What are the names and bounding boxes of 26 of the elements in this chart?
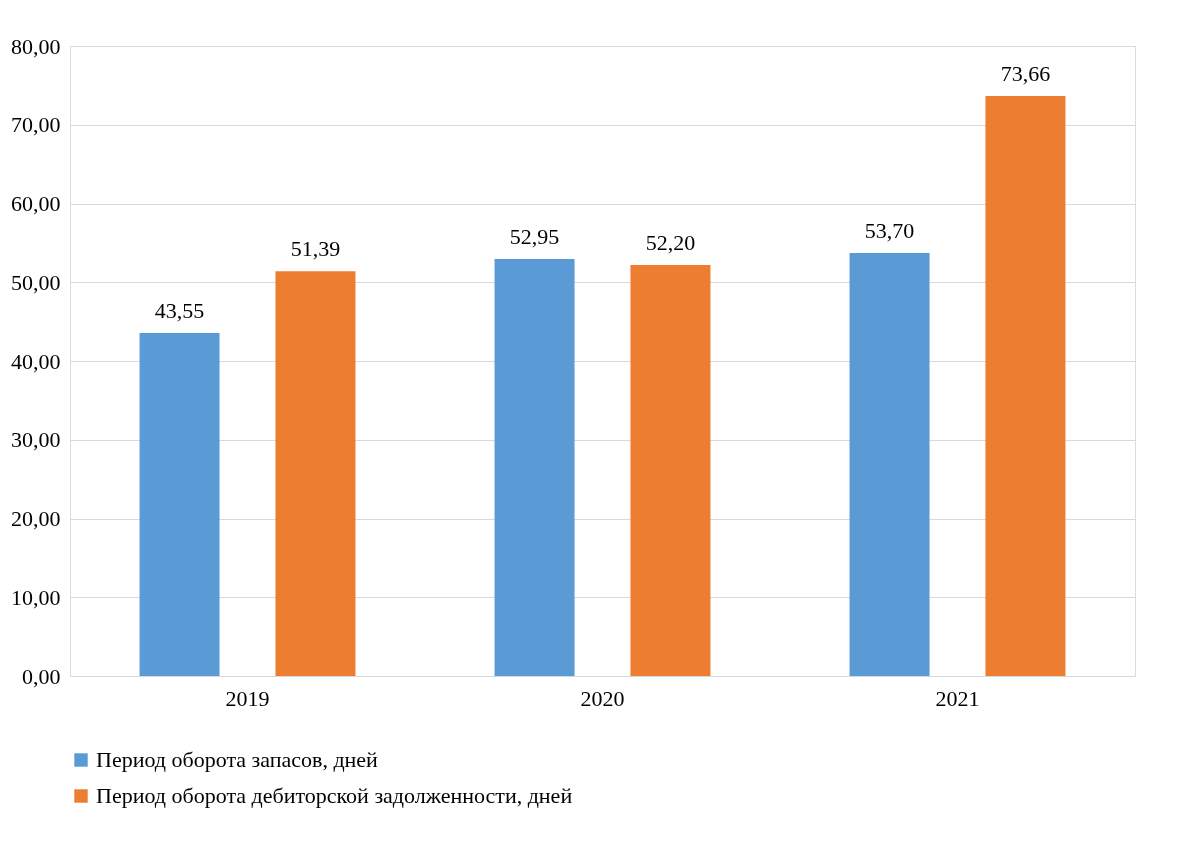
bar <box>985 95 1066 676</box>
x-tick-label: 2019 <box>225 685 270 711</box>
y-tick-label: 0,00 <box>22 663 61 689</box>
data-label: 53,70 <box>864 218 915 244</box>
y-tick-label: 50,00 <box>11 269 61 295</box>
bar <box>849 253 930 676</box>
data-label: 52,20 <box>645 229 696 255</box>
data-label: 43,55 <box>154 298 205 324</box>
data-label: 51,39 <box>290 236 341 262</box>
y-tick-label: 30,00 <box>11 427 61 453</box>
y-tick-label: 70,00 <box>11 112 61 138</box>
bar <box>630 264 711 676</box>
legend-label: Период оборота запасов, дней <box>96 747 379 772</box>
y-tick-label: 40,00 <box>11 348 61 374</box>
bar <box>139 333 220 676</box>
data-label: 73,66 <box>1000 60 1051 86</box>
y-tick-label: 60,00 <box>11 191 61 216</box>
x-tick-label: 2021 <box>935 685 980 711</box>
bar <box>275 271 356 676</box>
data-label: 52,95 <box>509 224 560 250</box>
bar <box>494 259 575 676</box>
legend-label: Период оборота дебиторской задолженности, дней <box>96 783 573 808</box>
y-tick-label: 80,00 <box>11 33 61 59</box>
y-tick-label: 10,00 <box>11 584 61 610</box>
y-tick-label: 20,00 <box>11 506 61 531</box>
x-tick-label: 2020 <box>580 685 625 711</box>
